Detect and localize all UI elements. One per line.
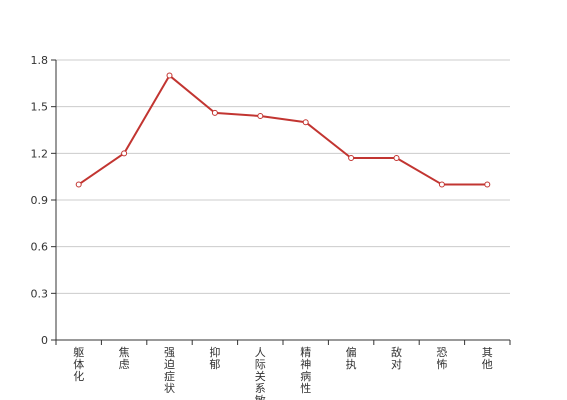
- x-tick-label: 精神病性: [300, 346, 311, 395]
- y-axis-ticks: 0 0.3 0.6 0.9 1.2 1.5 1.8: [31, 54, 56, 347]
- y-tick-label: 0.9: [31, 194, 49, 207]
- x-tick-label: 强迫症状: [164, 346, 175, 395]
- data-point: [211, 109, 218, 116]
- x-tick-label: 敌对: [391, 345, 402, 371]
- data-point: [393, 155, 400, 161]
- x-tick-label: 恐怖: [436, 346, 447, 371]
- x-tick-label: 躯体化: [73, 346, 84, 383]
- series-line: [78, 74, 488, 186]
- x-axis-ticks: 躯体化 焦虑 强迫症状 抑郁 人际关系敏感 精神病性 偏执 敌对 恐怖 其他: [55, 340, 511, 400]
- y-tick-label: 1.8: [31, 54, 49, 67]
- x-tick-label: 人际关系敏感: [255, 346, 266, 400]
- data-point: [257, 113, 264, 119]
- data-point: [484, 181, 491, 188]
- series-line: [78, 74, 488, 186]
- gridlines: [56, 59, 510, 294]
- series-points: [75, 72, 491, 188]
- y-tick-label: 1.5: [31, 101, 49, 114]
- data-point: [121, 150, 128, 157]
- y-tick-label: 0.3: [31, 287, 49, 300]
- y-tick-label: 0.6: [31, 241, 49, 254]
- y-tick-label: 1.2: [31, 147, 49, 160]
- data-point: [302, 119, 309, 126]
- x-tick-label: 偏执: [346, 345, 357, 371]
- x-tick-label: 焦虑: [119, 346, 130, 371]
- data-point: [348, 155, 355, 161]
- x-tick-label: 其他: [482, 346, 493, 371]
- data-point: [166, 72, 173, 79]
- x-tick-label: 抑郁: [209, 345, 220, 371]
- y-tick-label: 0: [41, 334, 48, 347]
- data-point: [438, 181, 445, 188]
- data-point: [75, 181, 82, 188]
